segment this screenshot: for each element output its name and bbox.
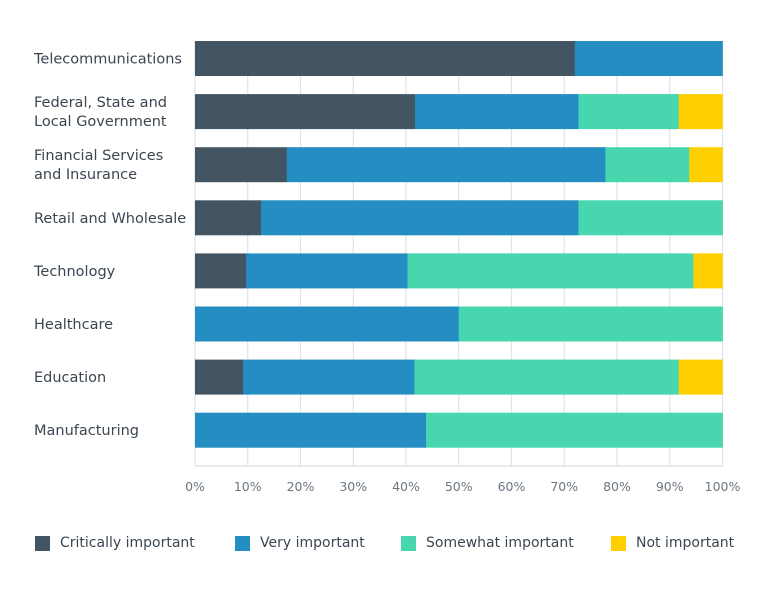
x-tick-label: 50% — [445, 479, 473, 494]
bar-segment-somewhat-important — [578, 200, 723, 236]
bar-segment-somewhat-important — [605, 147, 690, 183]
bar-segment-critically-important — [195, 200, 262, 236]
x-tick-label: 100% — [705, 479, 741, 494]
bar-segment-very-important — [195, 306, 460, 342]
legend-swatch — [401, 535, 416, 551]
bar-segment-critically-important — [195, 41, 576, 76]
bar-segment-very-important — [243, 359, 415, 395]
bar-segment-critically-important — [195, 147, 288, 183]
bar-segment-very-important — [574, 41, 723, 76]
legend-item: Critically important — [35, 535, 195, 551]
x-tick-label: 20% — [287, 479, 315, 494]
bar-segment-somewhat-important — [578, 94, 680, 130]
category-label: Telecommunications — [33, 52, 182, 68]
category-label: Federal, State and Local Government — [34, 95, 167, 130]
x-tick-label: 10% — [234, 479, 262, 494]
category-label: Healthcare — [34, 317, 113, 333]
bar-segment-not-important — [689, 147, 723, 183]
category-labels: Telecommunications Federal, State and Loca… — [33, 52, 186, 440]
x-axis-tick-labels: 0% 10% 20% 30% 40% 50% 60% 70% 80% 90% 100% — [185, 479, 740, 494]
legend: Critically important Very important Somewh… — [0, 535, 770, 555]
category-label: Manufacturing — [34, 423, 139, 439]
category-label: Education — [34, 370, 106, 386]
bar-segment-very-important — [286, 147, 606, 183]
x-tick-label: 90% — [656, 479, 684, 494]
bars — [195, 41, 723, 448]
x-tick-label: 80% — [603, 479, 631, 494]
legend-label: Critically important — [60, 535, 195, 551]
bar-segment-critically-important — [195, 94, 416, 130]
bar-segment-very-important — [246, 253, 408, 289]
x-tick-label: 60% — [498, 479, 526, 494]
x-tick-label: 30% — [339, 479, 367, 494]
legend-swatch — [611, 535, 626, 551]
legend-swatch — [35, 535, 50, 551]
category-label: Retail and Wholesale — [34, 211, 186, 227]
x-tick-label: 70% — [550, 479, 578, 494]
bar-segment-somewhat-important — [407, 253, 694, 289]
bar-segment-somewhat-important — [426, 412, 723, 448]
bar-segment-somewhat-important — [414, 359, 680, 395]
bar-segment-critically-important — [195, 253, 247, 289]
legend-label: Not important — [636, 535, 735, 551]
legend-swatch — [235, 535, 250, 551]
bar-segment-very-important — [414, 94, 579, 130]
legend-item: Very important — [235, 535, 365, 551]
legend-item: Not important — [611, 535, 734, 551]
bar-segment-not-important — [678, 94, 723, 130]
legend-item: Somewhat important — [401, 535, 574, 551]
bar-segment-very-important — [195, 412, 427, 448]
bar-segment-somewhat-important — [458, 306, 723, 342]
bar-segment-not-important — [693, 253, 723, 289]
bar-segment-critically-important — [195, 359, 244, 395]
x-tick-label: 0% — [185, 479, 205, 494]
legend-label: Very important — [260, 535, 365, 551]
category-label: Financial Services and Insurance — [34, 148, 163, 183]
x-tick-label: 40% — [392, 479, 420, 494]
bar-segment-not-important — [678, 359, 723, 395]
bar-segment-very-important — [260, 200, 579, 236]
legend-label: Somewhat important — [426, 535, 574, 551]
category-label: Technology — [33, 264, 116, 280]
